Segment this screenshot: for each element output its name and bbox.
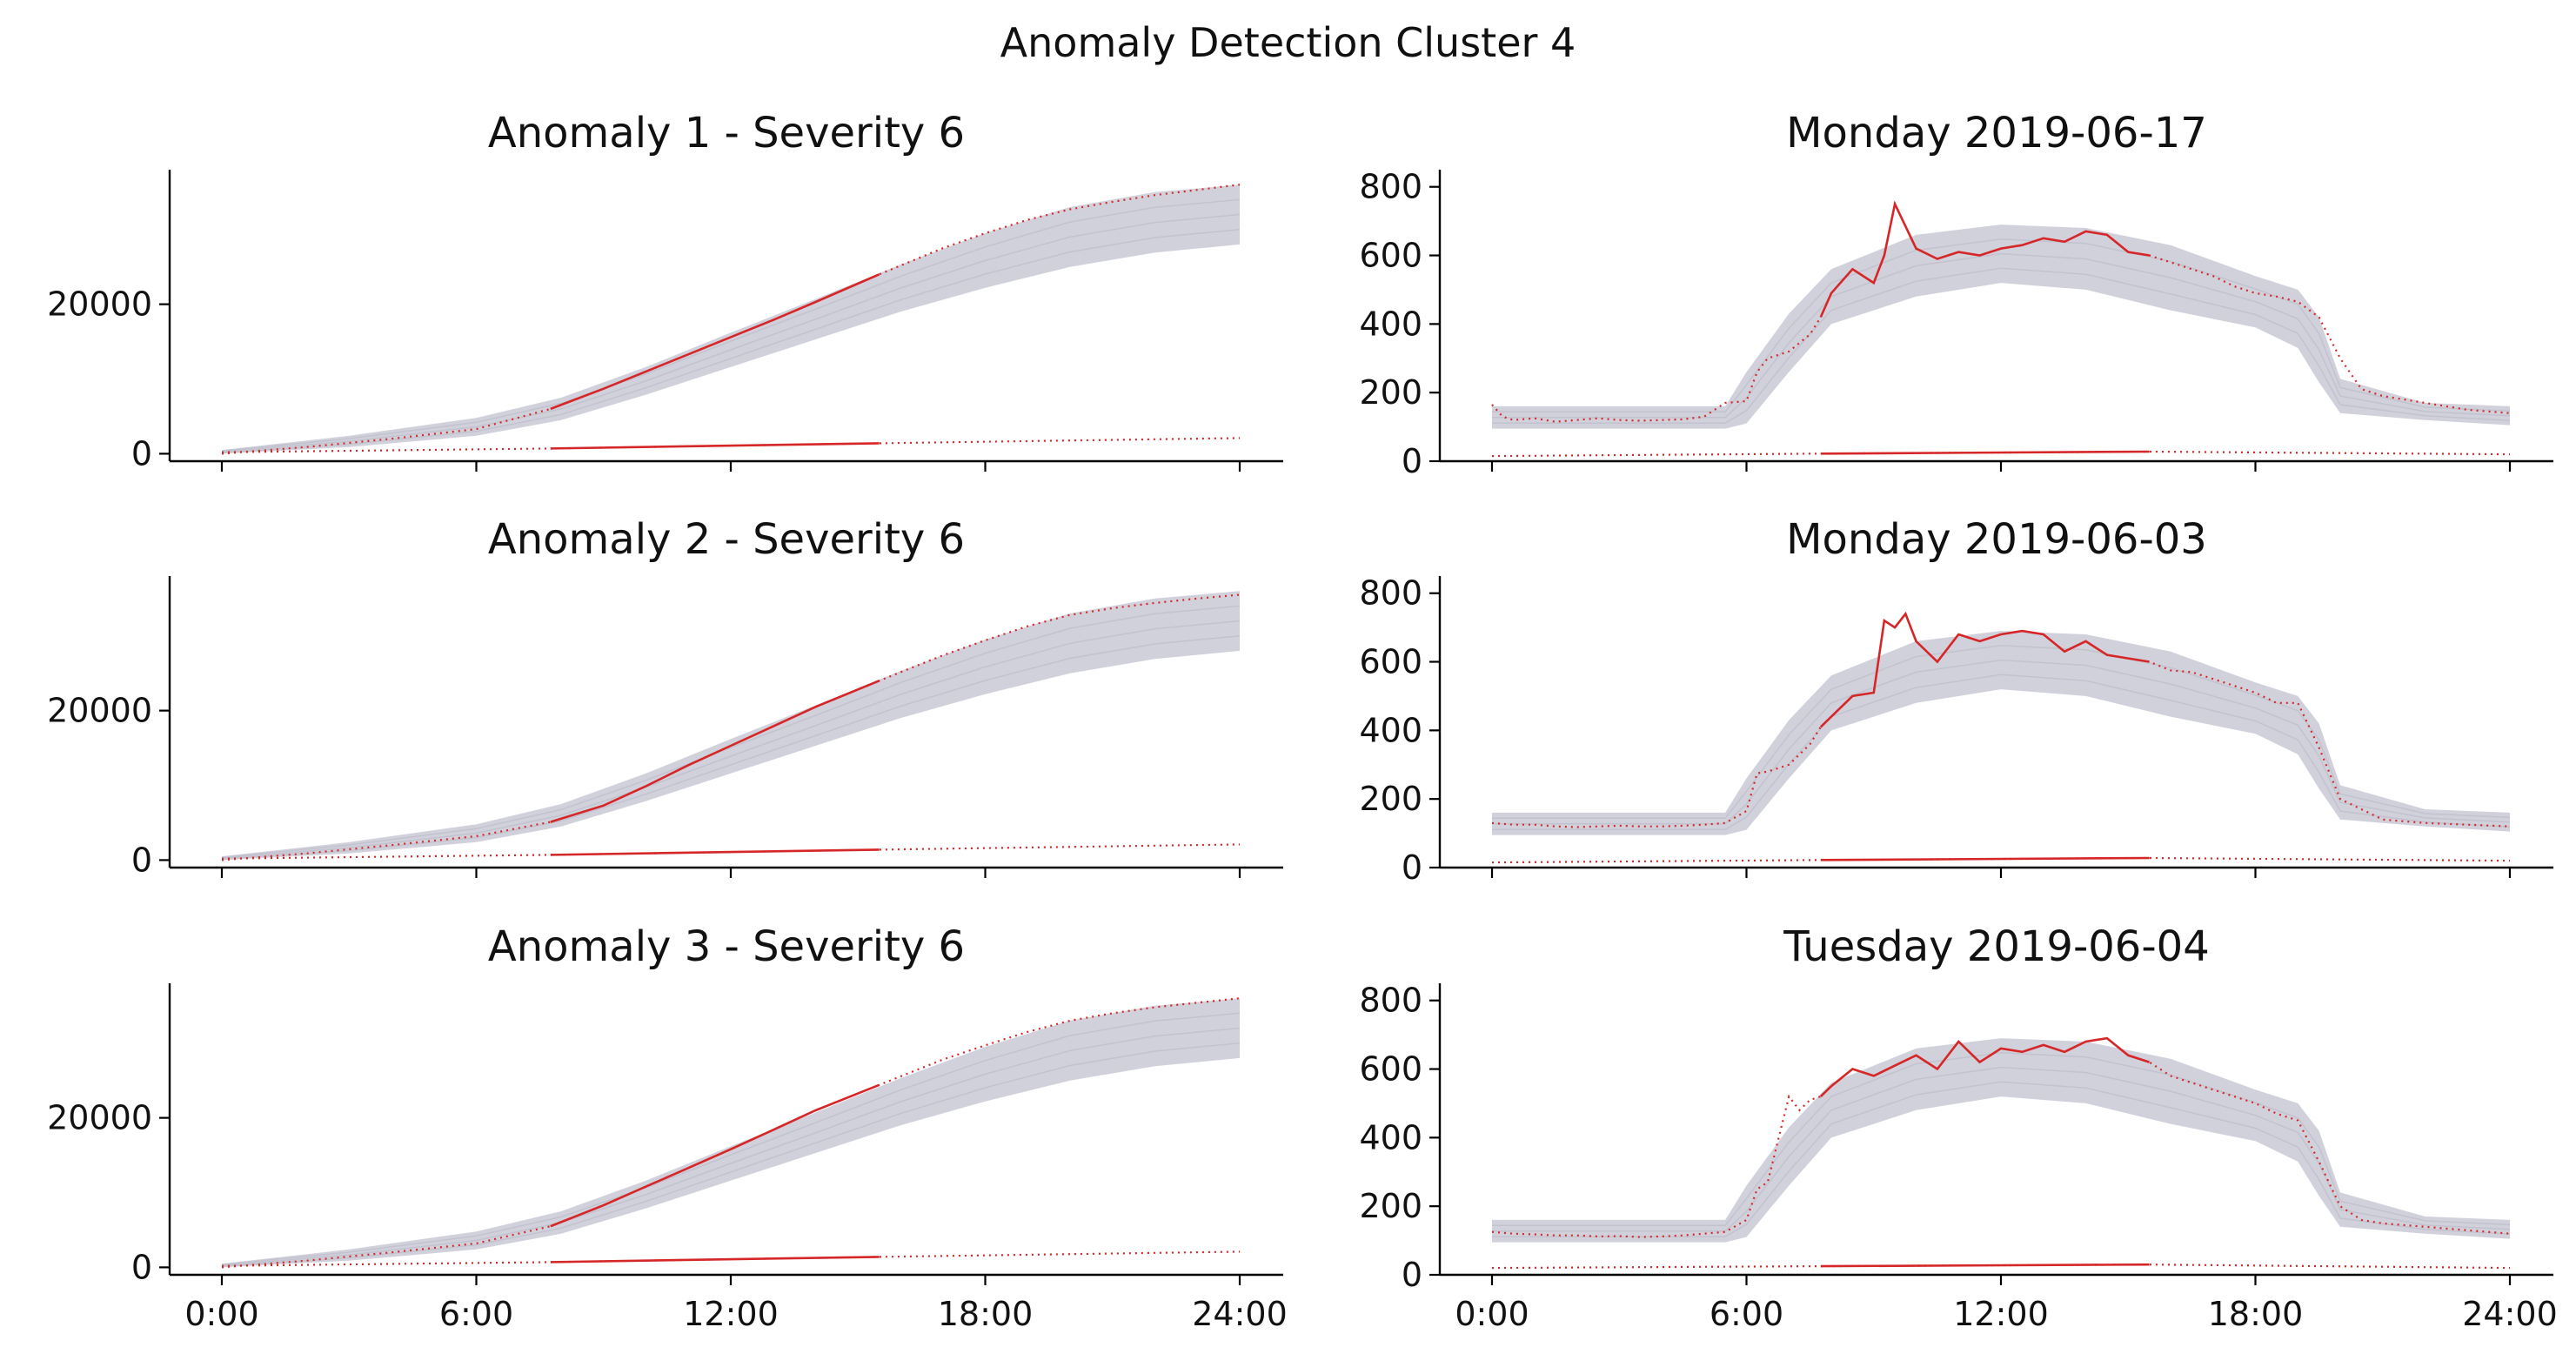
y-tick-label: 20000: [47, 692, 152, 730]
y-tick-label: 200: [1359, 1187, 1422, 1225]
anomaly-score-line: [550, 1256, 880, 1264]
y-tick-label: 20000: [47, 285, 152, 324]
y-tick-label: 600: [1359, 1050, 1422, 1089]
reference-line: [221, 605, 1241, 858]
reference-line: [221, 213, 1241, 453]
y-tick-label: 800: [1359, 982, 1422, 1020]
reference-line: [1492, 1052, 2511, 1227]
subplot-title: Monday 2019-06-03: [1786, 515, 2207, 564]
reference-line: [1492, 238, 2511, 413]
reference-envelope: [1492, 225, 2510, 429]
y-tick-label: 800: [1359, 168, 1422, 206]
y-tick-label: 0: [131, 434, 152, 473]
reference-envelope: [222, 184, 1240, 454]
x-tick-label: 0:00: [1455, 1295, 1529, 1333]
y-tick-label: 400: [1359, 305, 1422, 343]
y-tick-label: 800: [1359, 574, 1422, 613]
y-tick-label: 200: [1359, 780, 1422, 818]
reference-line: [1492, 267, 2511, 424]
subplot-title: Monday 2019-06-17: [1786, 109, 2207, 158]
subplot-1: Anomaly 1 - Severity 6 0 20000: [47, 109, 1283, 473]
y-tick-label: 20000: [47, 1099, 152, 1137]
y-tick-label: 0: [131, 1248, 152, 1286]
anomaly-score-line: [1820, 856, 2150, 861]
anomaly-daily-line: [1819, 1036, 2150, 1098]
anomaly-score-line: [550, 442, 880, 450]
subplot-2: Monday 2019-06-17 0 200 400 600 800: [1359, 109, 2553, 480]
reference-envelope: [222, 998, 1240, 1268]
y-tick-label: 400: [1359, 711, 1422, 749]
subplot-3: Anomaly 2 - Severity 6 0 20000: [47, 515, 1283, 879]
reference-envelope: [1492, 631, 2510, 835]
x-tick-label: 18:00: [2208, 1295, 2304, 1333]
x-tick-label: 12:00: [683, 1295, 779, 1333]
reference-line: [1492, 674, 2511, 830]
y-tick-label: 600: [1359, 237, 1422, 275]
figure-title: Anomaly Detection Cluster 4: [1000, 19, 1576, 66]
reference-line: [1492, 659, 2511, 825]
y-tick-label: 200: [1359, 373, 1422, 412]
x-tick-label: 6:00: [1710, 1295, 1783, 1333]
subplot-5: Anomaly 3 - Severity 6 0 20000 0:00 6:00 12:0…: [47, 922, 1288, 1333]
subplot-4: Monday 2019-06-03 0 200 400 600 800: [1359, 515, 2553, 887]
y-tick-label: 0: [1402, 1256, 1422, 1294]
x-tick-label: 18:00: [938, 1295, 1034, 1333]
y-tick-label: 400: [1359, 1118, 1422, 1156]
subplot-title: Anomaly 1 - Severity 6: [488, 109, 965, 158]
subplot-6: Tuesday 2019-06-04 0 200 400 600 800 0:00 6:00 1…: [1359, 922, 2557, 1333]
reference-line: [1492, 1066, 2511, 1232]
x-tick-label: 24:00: [2462, 1295, 2558, 1333]
y-tick-label: 0: [1402, 848, 1422, 887]
anomaly-score-line: [1820, 450, 2150, 455]
reference-line: [221, 1042, 1241, 1268]
reference-line: [221, 620, 1241, 860]
reference-envelope: [222, 591, 1240, 861]
x-tick-label: 6:00: [439, 1295, 513, 1333]
anomaly-cumulative-line: [550, 680, 880, 823]
anomaly-score-line: [1820, 1263, 2150, 1268]
reference-line: [1492, 252, 2511, 419]
subplot-title: Tuesday 2019-06-04: [1783, 922, 2210, 971]
subplot-title: Anomaly 2 - Severity 6: [488, 515, 965, 564]
reference-line: [221, 634, 1241, 861]
anomaly-score-line: [550, 848, 880, 856]
x-tick-label: 0:00: [184, 1295, 258, 1333]
y-tick-label: 600: [1359, 643, 1422, 681]
anomaly-cumulative-line: [550, 273, 880, 411]
anomaly-daily-line: [1819, 200, 2150, 318]
reference-line: [221, 228, 1241, 454]
reference-line: [221, 1027, 1241, 1267]
anomaly-daily-line: [1819, 611, 2150, 728]
reference-line: [221, 1012, 1241, 1265]
x-tick-label: 24:00: [1192, 1295, 1288, 1333]
anomaly-cumulative-line: [550, 1083, 880, 1228]
reference-envelope: [1492, 1038, 2510, 1243]
x-tick-label: 12:00: [1953, 1295, 2049, 1333]
reference-line: [1492, 1081, 2511, 1237]
subplot-title: Anomaly 3 - Severity 6: [488, 922, 965, 971]
anomaly-cumulative-dotted: [221, 184, 1241, 455]
y-tick-label: 0: [131, 841, 152, 879]
reference-line: [1492, 645, 2511, 820]
y-tick-label: 0: [1402, 442, 1422, 480]
reference-line: [221, 198, 1241, 452]
